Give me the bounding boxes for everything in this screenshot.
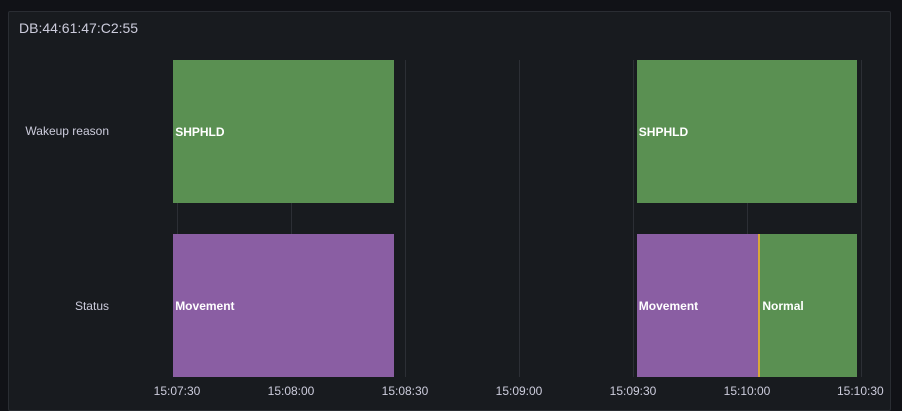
segment-label: Normal (762, 298, 804, 313)
x-tick-label: 15:10:00 (723, 384, 771, 398)
state-segment[interactable]: Movement (636, 234, 759, 377)
grid-line (861, 60, 862, 377)
segment-label: SHPHLD (175, 124, 225, 139)
x-tick-label: 15:10:30 (837, 384, 884, 398)
state-segment[interactable]: Movement (173, 234, 394, 377)
state-segment[interactable]: SHPHLD (636, 60, 858, 203)
x-tick-label: 15:08:30 (381, 384, 429, 398)
x-tick-label: 15:09:00 (495, 384, 543, 398)
panel-title: DB:44:61:47:C2:55 (19, 20, 139, 36)
grid-line (633, 60, 634, 377)
row-label: Wakeup reason (25, 124, 109, 138)
x-tick-label: 15:07:30 (153, 384, 201, 398)
grid-line (519, 60, 520, 377)
grid-line (177, 60, 178, 377)
state-segment[interactable]: SHPHLD (173, 60, 394, 203)
grid-line (291, 60, 292, 377)
segment-label: SHPHLD (638, 124, 689, 139)
segment-label: Movement (175, 298, 235, 313)
grid-line (405, 60, 406, 377)
grid-line (747, 60, 748, 377)
segment-label: Movement (638, 298, 699, 313)
row-label: Status (74, 299, 109, 313)
x-tick-label: 15:08:00 (267, 384, 315, 398)
x-tick-label: 15:09:30 (609, 384, 657, 398)
state-segment[interactable]: Normal (758, 234, 858, 377)
